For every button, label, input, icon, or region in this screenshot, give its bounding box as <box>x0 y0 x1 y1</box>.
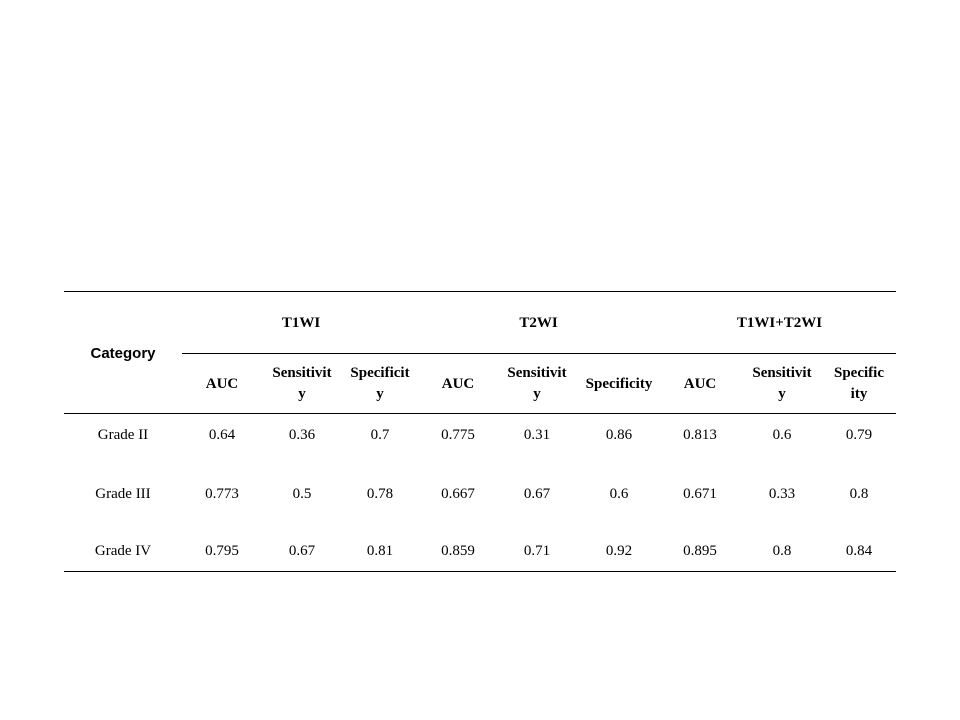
cell-value: 0.67 <box>288 542 316 559</box>
column-header: Specificity <box>585 375 653 392</box>
cell-value: 0.6 <box>609 485 629 502</box>
column-header: AUC <box>205 375 239 392</box>
column-header: AUC <box>441 375 475 392</box>
cell-value: 0.8 <box>849 485 869 502</box>
cell-value: 0.84 <box>845 542 873 559</box>
header-rule <box>64 413 896 414</box>
group-header: T2WI <box>519 314 558 331</box>
cell-value: 0.8 <box>772 542 792 559</box>
cell-value: 0.7 <box>370 426 390 443</box>
group-header: T1WI <box>281 314 321 331</box>
row-label: Grade II <box>97 426 149 443</box>
cell-value: 0.895 <box>683 542 717 559</box>
cell-value: 0.773 <box>205 485 239 502</box>
row-label: Grade III <box>95 485 151 502</box>
bottom-rule <box>64 571 896 572</box>
row-label: Grade IV <box>94 542 152 559</box>
column-header: AUC <box>683 375 717 392</box>
cell-value: 0.667 <box>441 485 475 502</box>
cell-value: 0.64 <box>208 426 236 443</box>
cell-value: 0.81 <box>366 542 394 559</box>
cell-value: 0.795 <box>205 542 239 559</box>
cell-value: 0.5 <box>292 485 312 502</box>
group-rule <box>182 353 896 354</box>
group-header: T1WI+T2WI <box>736 314 823 331</box>
cell-value: 0.86 <box>605 426 633 443</box>
cell-value: 0.67 <box>523 485 551 502</box>
cell-value: 0.6 <box>772 426 792 443</box>
cell-value: 0.31 <box>523 426 551 443</box>
column-header: Sensitivity <box>272 365 332 402</box>
cell-value: 0.79 <box>845 426 873 443</box>
row-header: Category <box>90 344 156 362</box>
column-header: Sensitivity <box>752 365 812 402</box>
column-header: Sensitivity <box>507 365 567 402</box>
cell-value: 0.775 <box>441 426 475 443</box>
cell-value: 0.33 <box>768 485 796 502</box>
column-header: Specificity <box>350 365 410 402</box>
cell-value: 0.671 <box>683 485 717 502</box>
cell-value: 0.859 <box>441 542 475 559</box>
cell-value: 0.78 <box>366 485 394 502</box>
cell-value: 0.813 <box>683 426 717 443</box>
top-rule <box>64 291 896 292</box>
cell-value: 0.36 <box>288 426 316 443</box>
column-header: Specificity <box>834 365 884 402</box>
cell-value: 0.92 <box>605 542 633 559</box>
cell-value: 0.71 <box>523 542 551 559</box>
